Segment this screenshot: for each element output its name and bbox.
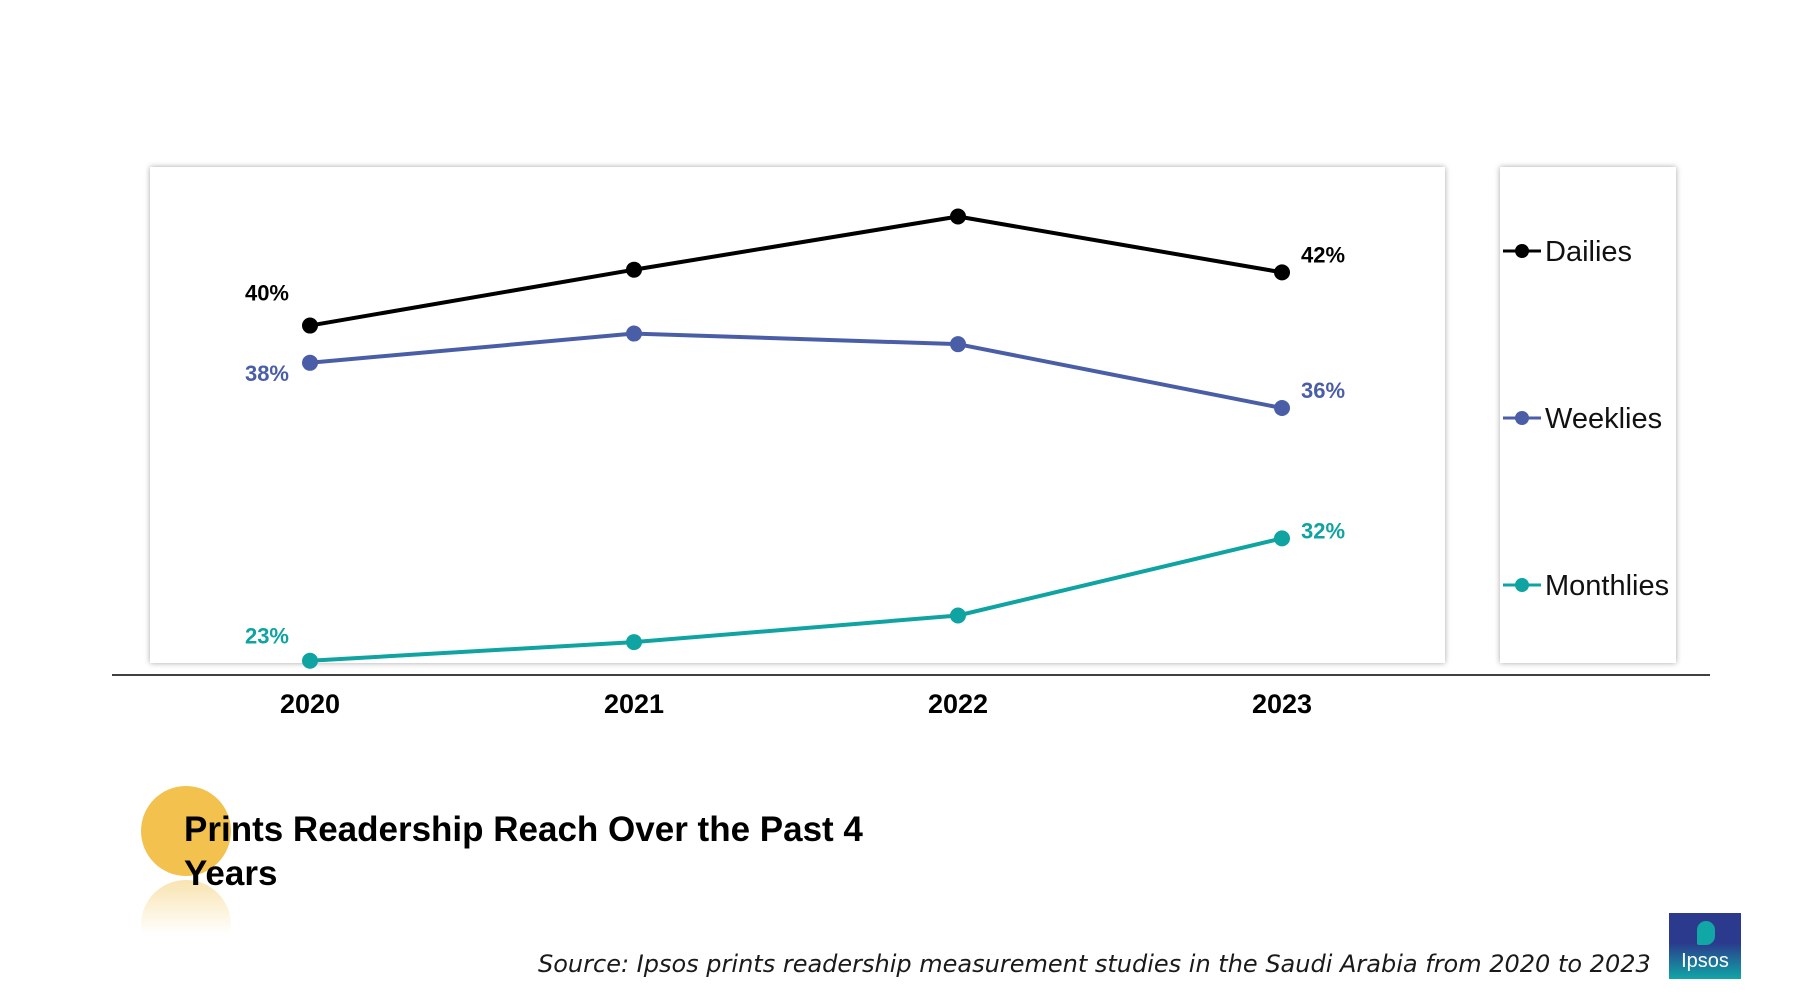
data-label-weeklies-2020: 38% xyxy=(245,361,289,386)
data-point-weeklies-2023 xyxy=(1274,400,1290,417)
data-label-dailies-2023: 42% xyxy=(1301,242,1345,267)
x-tick-label-2023: 2023 xyxy=(1252,689,1312,719)
data-point-monthlies-2022 xyxy=(950,607,966,624)
data-label-dailies-2020: 40% xyxy=(245,281,289,306)
chart-title: Prints Readership Reach Over the Past 4 … xyxy=(184,810,863,893)
data-point-dailies-2020 xyxy=(302,317,318,334)
legend-label-dailies: Dailies xyxy=(1545,236,1632,268)
logo-text: Ipsos xyxy=(1681,950,1729,972)
data-point-monthlies-2021 xyxy=(626,634,642,651)
legend-marker-monthlies xyxy=(1515,578,1529,592)
data-point-weeklies-2021 xyxy=(626,325,642,342)
x-tick-label-2021: 2021 xyxy=(604,689,664,719)
source-note: Source: Ipsos prints readership measurem… xyxy=(538,950,1651,978)
series-line-weeklies xyxy=(309,331,1283,410)
data-label-monthlies-2020: 23% xyxy=(245,624,289,649)
data-label-monthlies-2023: 32% xyxy=(1301,518,1345,543)
series-line-monthlies xyxy=(309,536,1283,663)
data-point-dailies-2021 xyxy=(626,261,642,278)
ipsos-logo: Ipsos xyxy=(1669,913,1741,979)
data-point-monthlies-2020 xyxy=(302,652,318,669)
legend: Dailies Weeklies Monthlies xyxy=(1503,236,1669,602)
legend-marker-dailies xyxy=(1515,244,1529,258)
x-tick-label-2020: 2020 xyxy=(280,689,340,719)
data-label-weeklies-2023: 36% xyxy=(1301,378,1345,403)
data-point-dailies-2022 xyxy=(950,208,966,225)
series-layer xyxy=(302,208,1290,669)
x-tick-label-2022: 2022 xyxy=(928,689,988,719)
data-point-monthlies-2023 xyxy=(1274,530,1290,547)
plot-area-frame xyxy=(150,167,1445,663)
series-line-dailies xyxy=(309,214,1283,328)
legend-label-monthlies: Monthlies xyxy=(1545,570,1669,602)
data-point-weeklies-2022 xyxy=(950,336,966,353)
title-accent-reflection xyxy=(141,880,231,970)
logo-mark-icon xyxy=(1697,921,1715,945)
data-point-weeklies-2020 xyxy=(302,354,318,371)
x-axis-tick-labels: 2020 2021 2022 2023 xyxy=(280,689,1312,719)
data-point-dailies-2023 xyxy=(1274,264,1290,281)
data-labels: 40% 42% 38% 36% 23% 32% xyxy=(245,242,1345,648)
title-accent-circle xyxy=(141,786,231,876)
legend-label-weeklies: Weeklies xyxy=(1545,403,1662,435)
legend-marker-weeklies xyxy=(1515,411,1529,425)
